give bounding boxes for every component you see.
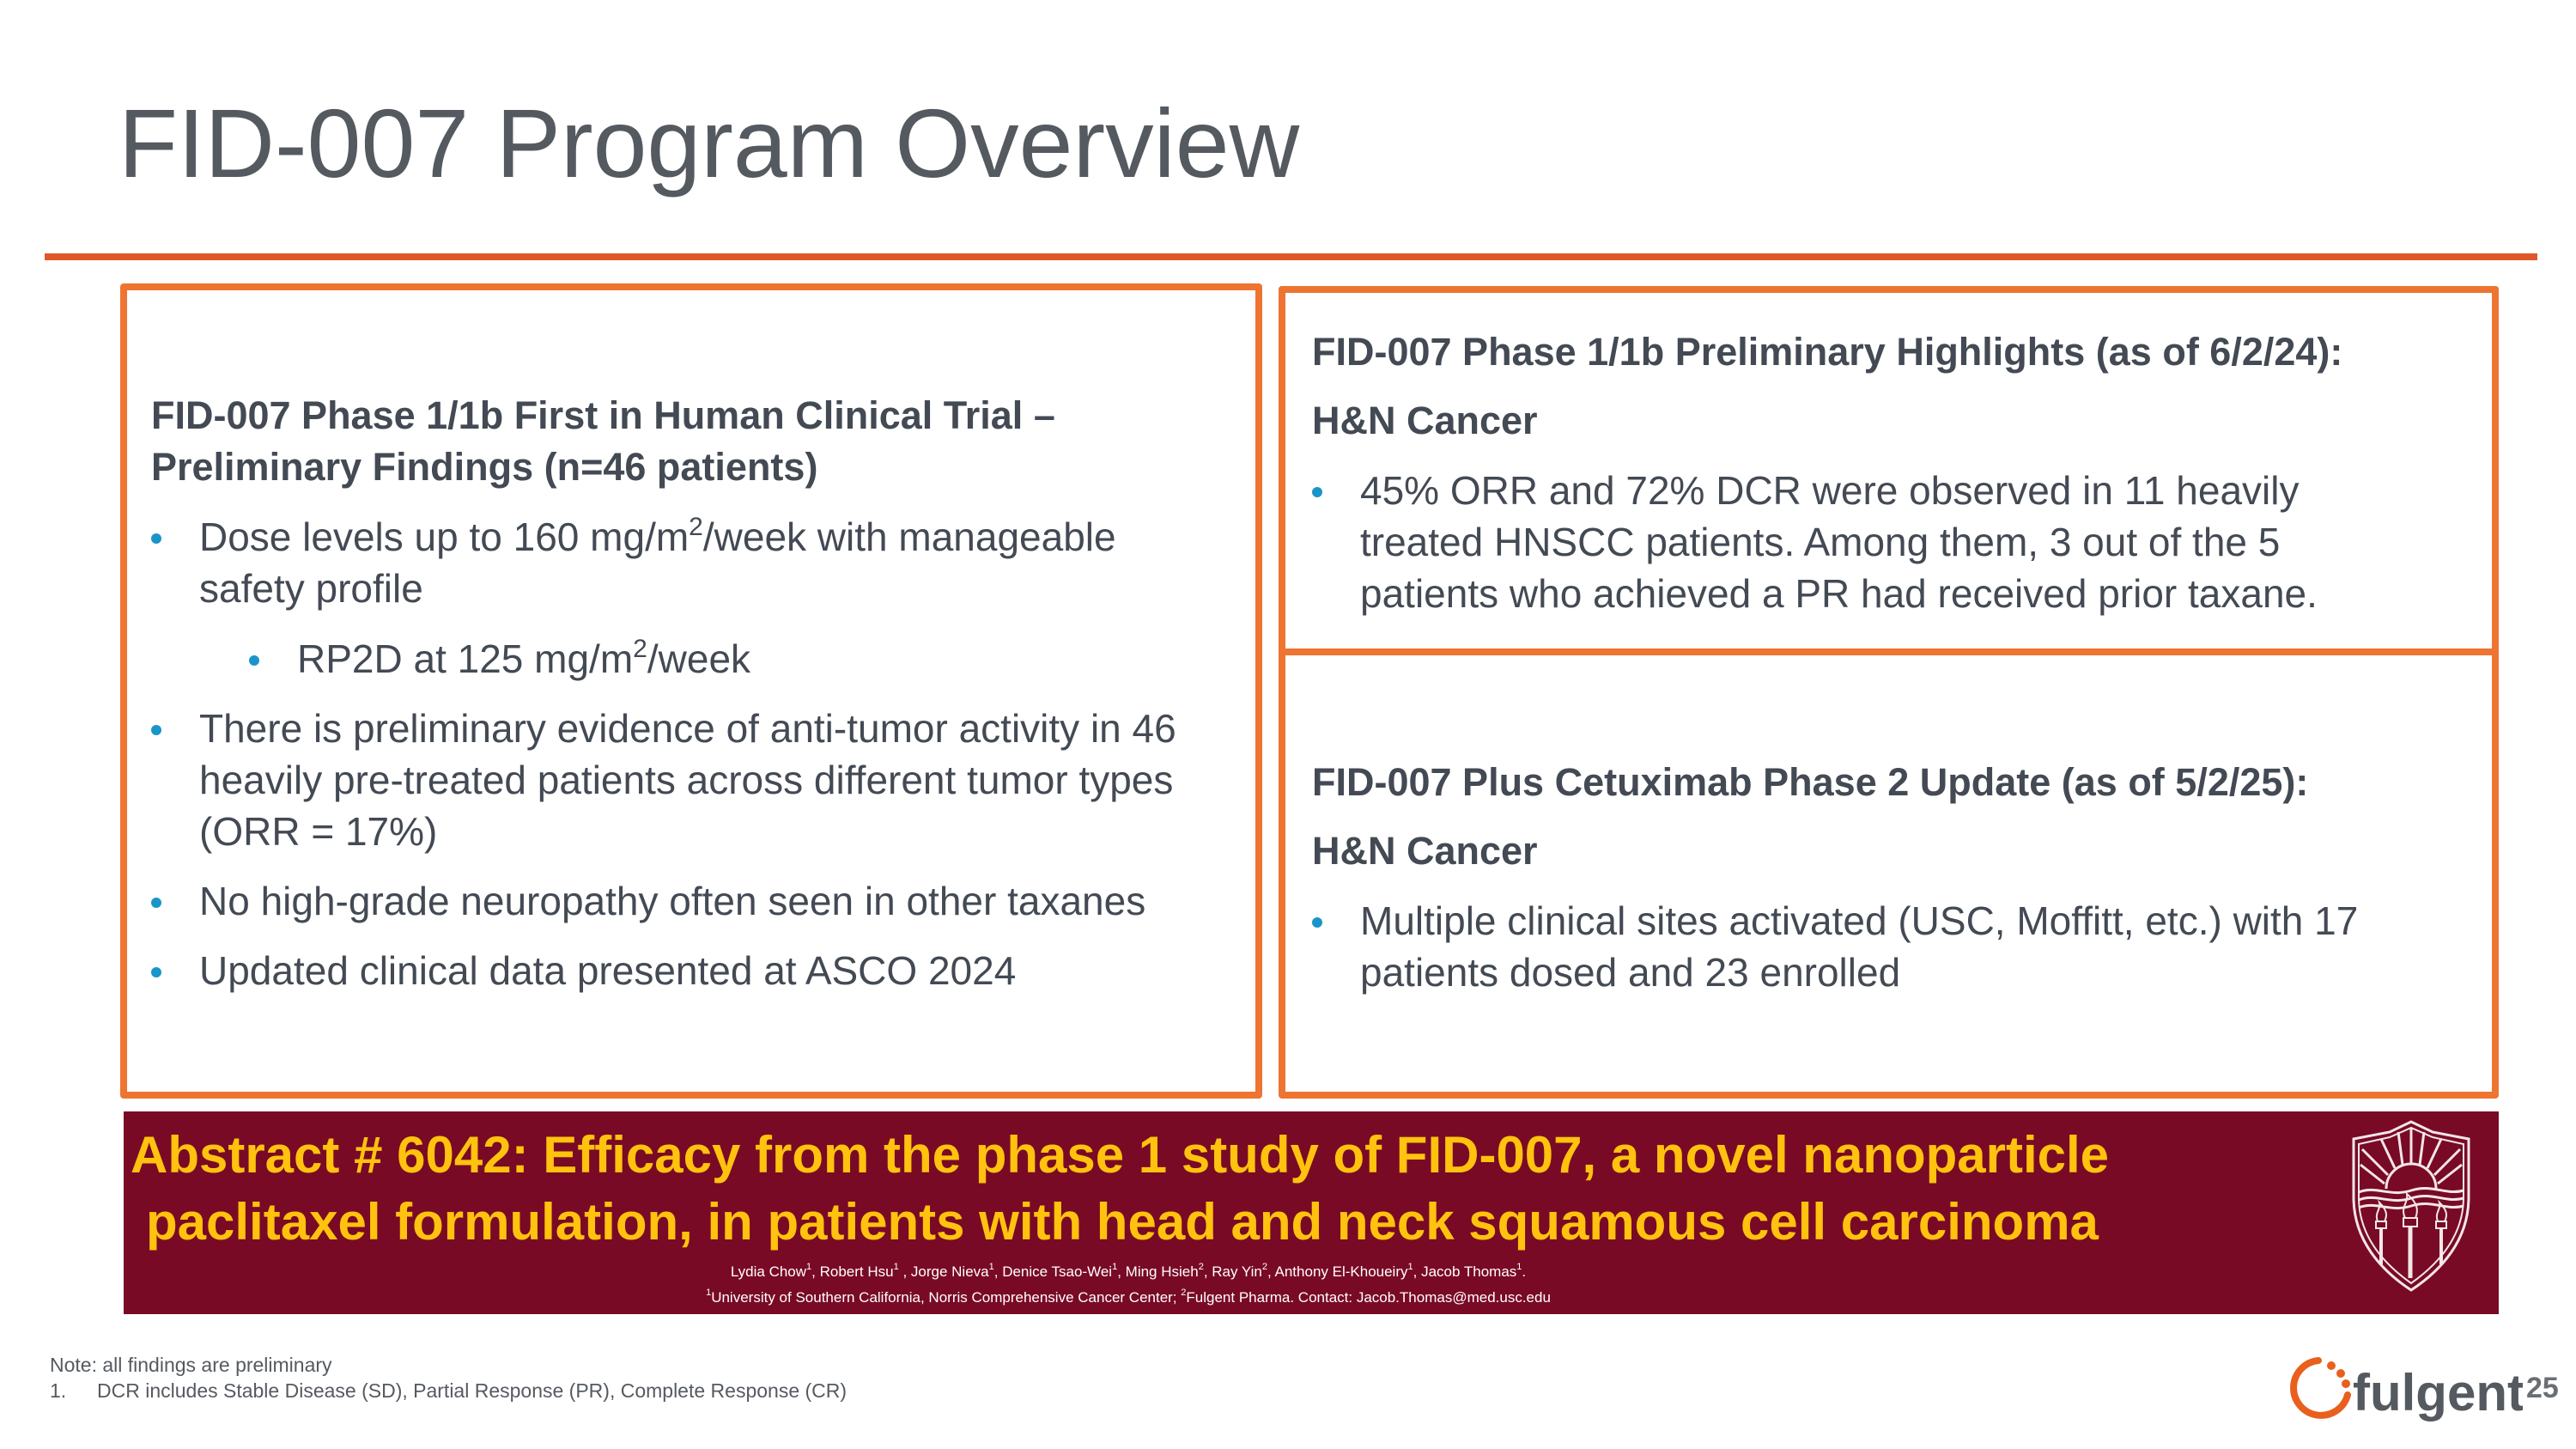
affiliation-text: Fulgent Pharma. Contact: Jacob.Thomas@me… <box>1186 1289 1551 1306</box>
affiliations: 1University of Southern California, Norr… <box>124 1288 2133 1307</box>
superscript: 1 <box>1407 1262 1413 1273</box>
preliminary-note: Note: all findings are preliminary <box>50 1354 332 1376</box>
separator: , <box>1117 1263 1126 1280</box>
bullet-text: /week with manageable safety profile <box>199 514 1116 611</box>
right-top-bullet-list: 45% ORR and 72% DCR were observed in 11 … <box>1312 465 2480 619</box>
bullet-text: There is preliminary evidence of anti-tu… <box>199 706 1176 854</box>
separator: , <box>811 1263 820 1280</box>
superscript: 1 <box>806 1262 812 1273</box>
separator: , <box>1267 1263 1275 1280</box>
bullet-dot-icon <box>151 725 161 735</box>
left-heading-line-2: Preliminary Findings (n=46 patients) <box>151 445 818 489</box>
separator: , <box>1413 1263 1422 1280</box>
author-name: Ming Hsieh <box>1125 1263 1199 1280</box>
author-name: Denice Tsao-Wei <box>1002 1263 1113 1280</box>
separator: . <box>1522 1263 1527 1280</box>
bullet-dot-icon <box>151 967 161 977</box>
author-name: Lydia Chow <box>730 1263 807 1280</box>
title-divider <box>45 253 2537 260</box>
superscript: 1 <box>706 1288 712 1299</box>
footnote-text: DCR includes Stable Disease (SD), Partia… <box>97 1379 848 1402</box>
superscript: 2 <box>1261 1262 1267 1273</box>
sub-bullet-item: RP2D at 125 mg/m2/week <box>151 633 1250 685</box>
superscript: 2 <box>689 512 703 541</box>
footnote-number: 1. <box>50 1379 67 1402</box>
bullet-text: Updated clinical data presented at ASCO … <box>199 948 1017 993</box>
author-name: Jacob Thomas <box>1421 1263 1517 1280</box>
left-panel-heading: FID-007 Phase 1/1b First in Human Clinic… <box>151 390 1250 493</box>
author-name: Jorge Nieva <box>910 1263 989 1280</box>
bullet-item: 45% ORR and 72% DCR were observed in 11 … <box>1312 465 2408 619</box>
right-top-heading: FID-007 Phase 1/1b Preliminary Highlight… <box>1312 330 2343 374</box>
bullet-dot-icon <box>151 898 161 908</box>
superscript: 1 <box>893 1262 899 1273</box>
left-panel: FID-007 Phase 1/1b First in Human Clinic… <box>151 390 1250 996</box>
author-name: Anthony El-Khoueiry <box>1274 1263 1408 1280</box>
affiliation-text: University of Southern California, Norri… <box>711 1289 1182 1306</box>
bullet-text: 45% ORR and 72% DCR were observed in 11 … <box>1360 468 2318 616</box>
left-heading-line-1: FID-007 Phase 1/1b First in Human Clinic… <box>151 393 1055 437</box>
fulgent-logo-icon: fulgent <box>2290 1357 2523 1422</box>
page-number: 25 <box>2526 1372 2559 1404</box>
right-bottom-panel: FID-007 Plus Cetuximab Phase 2 Update (a… <box>1312 757 2480 998</box>
author-name: Ray Yin <box>1212 1263 1262 1280</box>
abstract-title-line-2: paclitaxel formulation, in patients with… <box>146 1193 2099 1251</box>
right-top-subheading: H&N Cancer <box>1312 399 1538 442</box>
left-bullet-list: Dose levels up to 160 mg/m2/week with ma… <box>151 511 1250 996</box>
superscript: 1 <box>988 1262 994 1273</box>
bullet-item: Dose levels up to 160 mg/m2/week with ma… <box>151 511 1212 614</box>
footnote-dcr: 1. DCR includes Stable Disease (SD), Part… <box>50 1378 847 1403</box>
abstract-title-line-1: Abstract # 6042: Efficacy from the phase… <box>131 1126 2110 1184</box>
right-top-panel-frame <box>1279 286 2499 655</box>
superscript: 2 <box>1198 1262 1204 1273</box>
fulgent-logo-text: fulgent <box>2353 1364 2523 1422</box>
bullet-item: Multiple clinical sites activated (USC, … <box>1312 895 2476 998</box>
bullet-item: There is preliminary evidence of anti-tu… <box>151 703 1230 857</box>
bullet-dot-icon <box>1312 487 1322 497</box>
left-panel-frame <box>120 283 1262 1099</box>
bullet-text: /week <box>647 636 751 681</box>
right-bottom-subheading: H&N Cancer <box>1312 829 1538 873</box>
bullet-text: RP2D at 125 mg/m <box>297 636 634 681</box>
bullet-dot-icon <box>249 655 259 666</box>
bullet-text: Multiple clinical sites activated (USC, … <box>1360 898 2359 995</box>
superscript: 2 <box>633 634 647 663</box>
right-bottom-bullet-list: Multiple clinical sites activated (USC, … <box>1312 895 2480 998</box>
right-top-panel: FID-007 Phase 1/1b Preliminary Highlight… <box>1312 326 2480 619</box>
bullet-text: Dose levels up to 160 mg/m <box>199 514 690 559</box>
abstract-banner: Abstract # 6042: Efficacy from the phase… <box>124 1111 2499 1314</box>
bullet-item: Updated clinical data presented at ASCO … <box>151 945 1250 996</box>
right-bottom-panel-frame <box>1279 648 2499 1099</box>
author-list: Lydia Chow1, Robert Hsu1 , Jorge Nieva1,… <box>124 1263 2133 1282</box>
usc-shield-icon <box>2352 1120 2470 1292</box>
author-name: Robert Hsu <box>819 1263 894 1280</box>
separator: , <box>1203 1263 1212 1280</box>
superscript: 2 <box>1181 1288 1187 1299</box>
superscript: 1 <box>1516 1262 1522 1273</box>
bullet-dot-icon <box>151 533 161 544</box>
slide-title: FID-007 Program Overview <box>118 89 1300 198</box>
separator: , <box>898 1263 911 1280</box>
separator: , <box>993 1263 1003 1280</box>
right-bottom-heading: FID-007 Plus Cetuximab Phase 2 Update (a… <box>1312 760 2309 804</box>
superscript: 1 <box>1112 1262 1118 1273</box>
bullet-text: No high-grade neuropathy often seen in o… <box>199 879 1146 923</box>
bullet-dot-icon <box>1312 917 1322 928</box>
bullet-item: No high-grade neuropathy often seen in o… <box>151 875 1250 927</box>
abstract-title: Abstract # 6042: Efficacy from the phase… <box>131 1122 2363 1256</box>
